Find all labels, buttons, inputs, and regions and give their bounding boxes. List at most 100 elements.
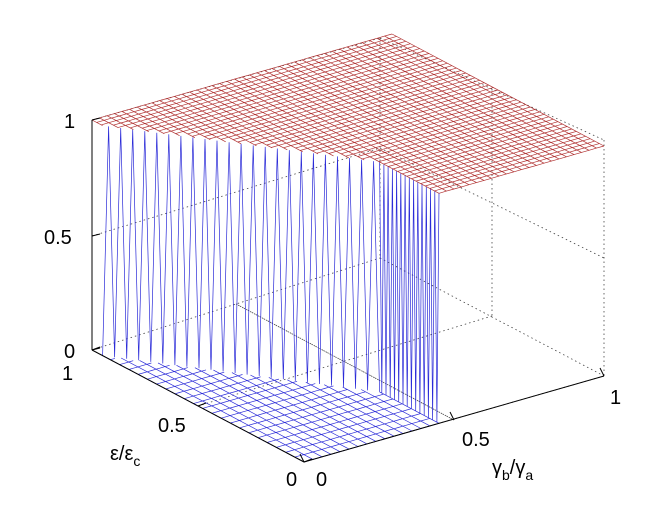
mesh-line-high (241, 76, 455, 190)
mesh-line-low (220, 385, 334, 419)
mesh-line-high (175, 57, 439, 134)
mesh-line-high (391, 33, 605, 147)
mesh-line-high (166, 98, 257, 147)
mesh-line-low (176, 364, 341, 453)
mesh-line-high (113, 40, 406, 126)
mesh-line-low (157, 362, 332, 455)
mesh-line-high (204, 87, 334, 157)
y-tick-label: 1 (62, 363, 73, 385)
mesh-line-low (287, 379, 395, 437)
mesh-line-high (362, 109, 535, 160)
mesh-line-high (294, 61, 507, 175)
mesh-line-high (271, 84, 489, 148)
mesh-line-high (136, 106, 196, 139)
mesh-line-low (267, 403, 403, 443)
mesh-line-low (165, 371, 225, 390)
x-tick-label: 1 (610, 387, 621, 409)
mesh-line-high (106, 115, 134, 130)
mesh-line-high (286, 63, 500, 177)
y-tick-label: 0 (286, 469, 297, 491)
mesh-line-low (361, 389, 431, 427)
mesh-line-low (250, 374, 377, 442)
mesh-line-low (294, 418, 430, 458)
mesh-line-high (384, 35, 597, 149)
mesh-line-high (174, 96, 273, 149)
mesh-line-high (129, 108, 180, 137)
mesh-line-high (189, 91, 303, 153)
axes (91, 117, 605, 463)
x-tick-label: 0 (316, 469, 327, 491)
mesh-line-low (110, 358, 115, 361)
mesh-line-high (117, 43, 411, 128)
mesh-line-high (357, 106, 531, 157)
mesh-line-high (369, 40, 582, 153)
mesh-line-low (379, 391, 440, 424)
mesh-line-low (257, 398, 393, 439)
mesh-line-high (324, 53, 537, 166)
mesh-line-high (249, 74, 462, 188)
mesh-line-high (339, 48, 552, 162)
mesh-line-low (285, 413, 421, 453)
mesh-line-low (102, 126, 380, 392)
mesh-line-high (295, 89, 499, 149)
mesh-line-high (121, 111, 165, 135)
mesh-line-low (147, 367, 188, 380)
mesh-line-high (204, 65, 452, 137)
mesh-line-high (266, 82, 485, 146)
mesh-line-high (309, 57, 522, 170)
mesh-line-high (331, 50, 545, 164)
mesh-line-high (219, 83, 365, 161)
mesh-line-high (354, 44, 567, 158)
mesh-line-high (159, 100, 242, 145)
mesh-line-low (305, 381, 404, 434)
mesh-line-low (156, 369, 207, 385)
mesh-line-high (237, 75, 471, 143)
mesh-line-high (196, 89, 319, 155)
mesh-line-low (119, 360, 134, 365)
y-tick-labels: 1 0.5 0 (62, 363, 297, 491)
mesh-line-low (248, 393, 384, 434)
mesh-line-high (114, 113, 149, 133)
z-tick-label: 1 (64, 111, 75, 133)
mesh-line-high (346, 46, 560, 160)
mesh-line-low (324, 384, 413, 432)
x-tick-label: 0.5 (462, 429, 490, 451)
x-axis-label: γb/γa (492, 457, 533, 483)
mesh-line-high (328, 99, 517, 154)
mesh-line-low (202, 380, 298, 409)
mesh-line-low (128, 362, 152, 370)
mesh-line-low (379, 161, 440, 423)
mesh-line-low (211, 383, 316, 414)
z-tick-label: 0.5 (44, 227, 72, 249)
mesh-line-high (300, 92, 503, 151)
z-tick-label: 0 (64, 341, 75, 363)
mesh-line-high (376, 37, 590, 151)
mesh-line-low (342, 386, 422, 429)
mesh-line-high (264, 70, 477, 183)
y-axis-label: ε/εc (110, 443, 140, 469)
mesh-line-high (316, 55, 530, 168)
mesh-line-high (151, 102, 226, 143)
mesh-line-high (279, 65, 492, 179)
z-tick-labels: 1 0.5 0 (44, 111, 75, 363)
mesh-line-high (233, 72, 466, 140)
mesh-line-low (120, 357, 314, 460)
mesh-line-high (271, 68, 485, 181)
mesh-line-high (211, 85, 350, 159)
mesh-line-low (268, 377, 386, 440)
mesh-line-low (174, 374, 243, 395)
mesh-line-high (99, 117, 119, 128)
mesh-line-low (193, 378, 279, 404)
surface-mesh (91, 33, 605, 463)
mesh-line-high (226, 80, 440, 194)
mesh-line-high (144, 104, 211, 141)
mesh-line-low (139, 360, 323, 458)
x-tick-labels: 0 0.5 1 (316, 387, 621, 491)
y-tick-label: 0.5 (158, 415, 186, 437)
mesh-line-high (181, 93, 288, 151)
mesh-line-high (142, 48, 420, 129)
mesh-line-high (256, 72, 470, 186)
mesh-line-low (184, 376, 261, 400)
mesh-line-high (234, 78, 447, 192)
